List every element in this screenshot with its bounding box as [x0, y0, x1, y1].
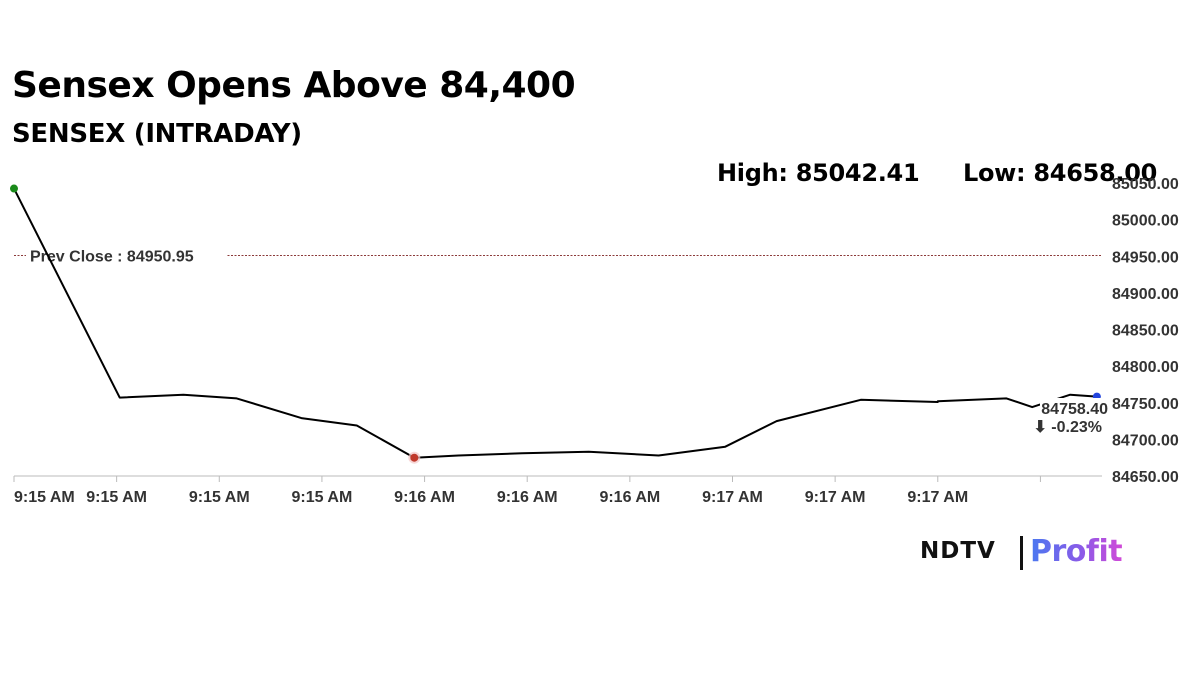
y-tick-label: 84800.00 [1112, 359, 1179, 376]
series-line [13, 188, 1097, 459]
profit-wordmark: Profit [1030, 534, 1123, 569]
last-value-bg [1040, 398, 1110, 417]
x-tick-label: 9:17 AM [805, 489, 866, 506]
y-axis: 84650.00 84700.00 84750.00 84800.00 84850.00… [1112, 176, 1179, 486]
x-tick-label: 9:16 AM [599, 489, 660, 506]
y-tick-label: 85000.00 [1112, 213, 1179, 230]
prev-close-group: Prev Close : 84950.95 [14, 244, 1102, 267]
low-value: Low: 84658.00 [963, 159, 1158, 187]
prev-close-label-bg [26, 244, 226, 267]
x-axis: 9:15 AM 9:15 AM 9:15 AM 9:15 AM 9:16 AM 9:16 … [13, 475, 1144, 506]
x-tick-label: 9:15 AM [14, 489, 75, 506]
y-tick-label: 84950.00 [1112, 249, 1179, 266]
high-value: High: 85042.41 [717, 159, 920, 187]
y-tick-label: 84900.00 [1112, 286, 1179, 303]
markers-group [10, 184, 1101, 464]
y-tick-label: 84700.00 [1112, 432, 1179, 449]
y-tick-label: 84650.00 [1112, 469, 1179, 486]
y-tick-label: 84750.00 [1112, 396, 1179, 413]
series-group [13, 188, 1097, 459]
last-value-label: 84758.40 [1041, 401, 1108, 418]
y-tick-label: 84850.00 [1112, 323, 1179, 340]
prev-close-label: Prev Close : 84950.95 [30, 249, 194, 266]
ndtv-wordmark: NDTV [920, 538, 996, 564]
high-point [10, 184, 18, 193]
chart-title: Sensex Opens Above 84,400 [12, 65, 576, 106]
x-tick-label: 9:16 AM [394, 489, 455, 506]
x-tick-label: 9:15 AM [189, 489, 250, 506]
y-tick-label: 85050.00 [1112, 176, 1179, 193]
x-tick-label: 9:17 AM [907, 489, 968, 506]
chart-subtitle: SENSEX (INTRADAY) [12, 119, 302, 149]
x-tick-label: 9:17 AM [702, 489, 763, 506]
low-point [410, 453, 419, 462]
x-tick-label: 9:15 AM [292, 489, 353, 506]
logo-separator [1020, 536, 1023, 570]
last-change-label: ⬇ -0.23% [1033, 419, 1102, 436]
last-labels-group: 84758.40⬇ -0.23% [1033, 398, 1110, 436]
x-tick-label: 9:16 AM [497, 489, 558, 506]
x-tick-label: 9:15 AM [86, 489, 147, 506]
